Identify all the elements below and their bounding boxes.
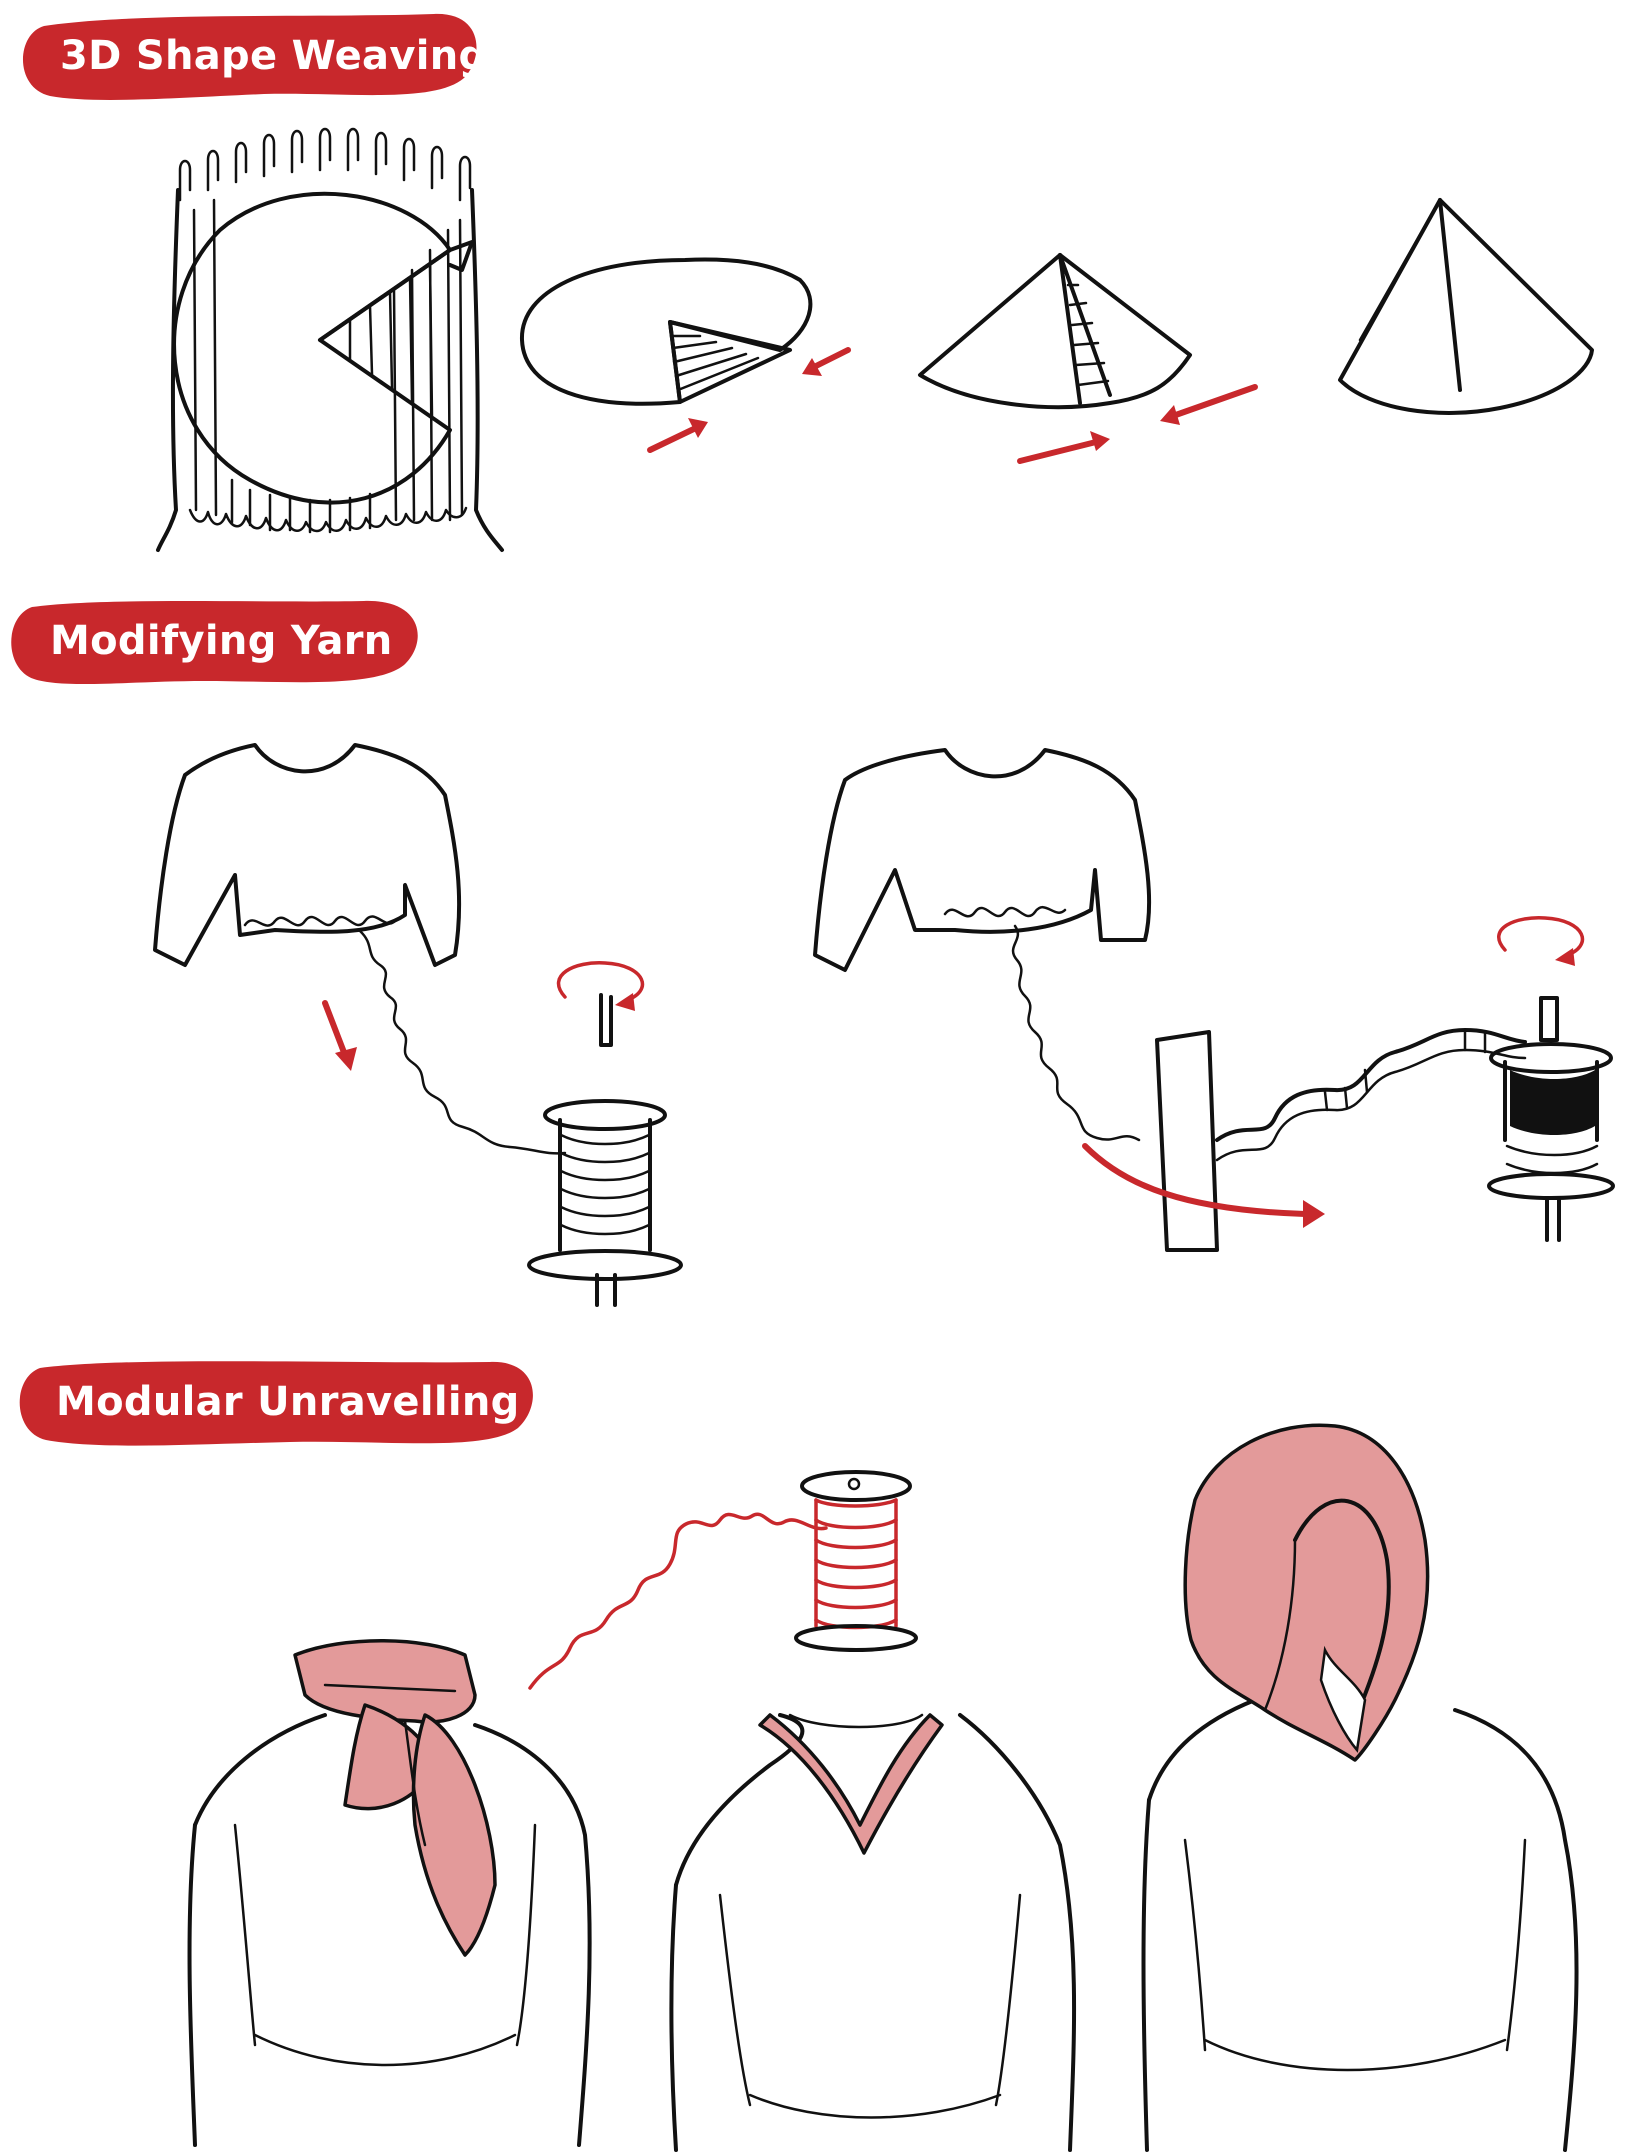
section-title: Modifying Yarn	[50, 618, 393, 664]
sweater-through-press-to-spool-sketch	[813, 748, 1615, 1252]
label-blob-shape	[11, 600, 418, 685]
section-label-3d-shape-weaving: 3D Shape Weaving	[14, 8, 488, 104]
torso-with-scarf-sketch	[187, 1639, 592, 2147]
red-yarn-spool-sketch	[528, 1470, 918, 1690]
label-blob-shape	[22, 13, 477, 100]
loom-with-circle-sketch	[156, 127, 504, 552]
disc-with-wedge-sketch	[519, 257, 851, 453]
torso-with-vneck-sketch	[669, 1713, 1077, 2152]
section-label-modifying-yarn: Modifying Yarn	[4, 593, 424, 689]
section-title: 3D Shape Weaving	[60, 33, 488, 79]
section-label-modular-unravelling: Modular Unravelling	[10, 1354, 540, 1450]
folding-cone-sketch	[918, 253, 1258, 464]
section-title: Modular Unravelling	[56, 1379, 520, 1425]
sweater-to-spool-sketch	[153, 743, 683, 1307]
torso-with-hood-sketch	[1141, 1423, 1579, 2152]
finished-cone-sketch	[1338, 198, 1594, 415]
label-blob-shape	[19, 1361, 533, 1446]
